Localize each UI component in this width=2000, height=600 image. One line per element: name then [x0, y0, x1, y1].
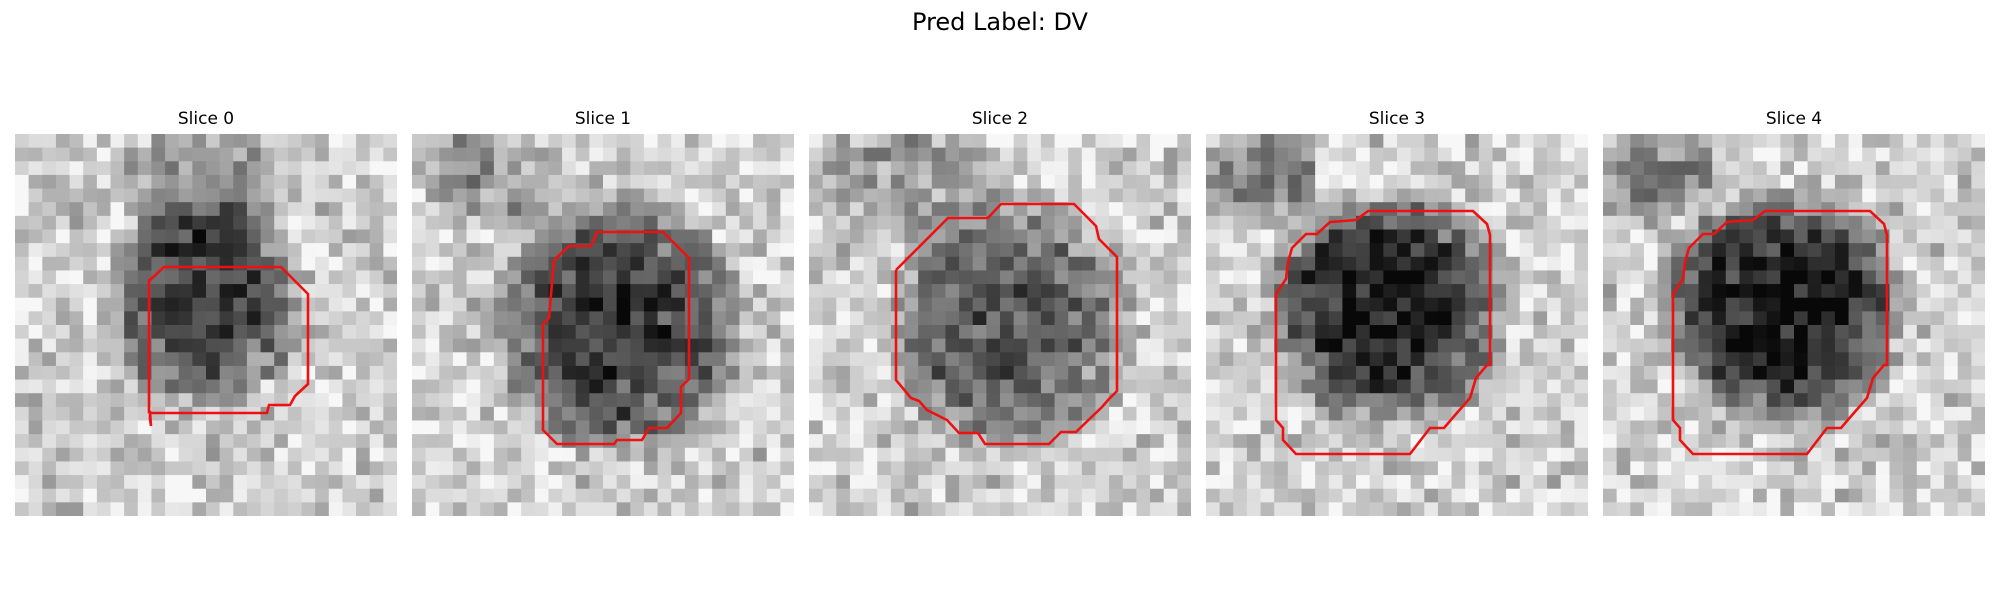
contour-outline: [894, 202, 1119, 446]
slice-title-3: Slice 3: [1368, 109, 1426, 129]
grayscale-mosaic: [412, 134, 794, 516]
slice-title-2: Slice 2: [971, 109, 1029, 129]
grayscale-mosaic: [1603, 134, 1985, 516]
contour-outline: [147, 265, 310, 427]
contour-outline: [541, 230, 691, 446]
slice-image-2: [809, 134, 1191, 516]
contour-outline: [1671, 209, 1889, 456]
contour-outline: [1274, 209, 1492, 456]
slice-title-4: Slice 4: [1765, 109, 1823, 129]
grayscale-mosaic: [15, 134, 397, 516]
grayscale-mosaic: [1206, 134, 1588, 516]
slice-image-0: [15, 134, 397, 516]
grayscale-mosaic: [809, 134, 1191, 516]
slice-image-4: [1603, 134, 1985, 516]
slice-image-1: [412, 134, 794, 516]
slice-title-0: Slice 0: [177, 109, 235, 129]
figure-title: Pred Label: DV: [912, 8, 1088, 36]
slice-image-3: [1206, 134, 1588, 516]
slice-title-1: Slice 1: [574, 109, 632, 129]
